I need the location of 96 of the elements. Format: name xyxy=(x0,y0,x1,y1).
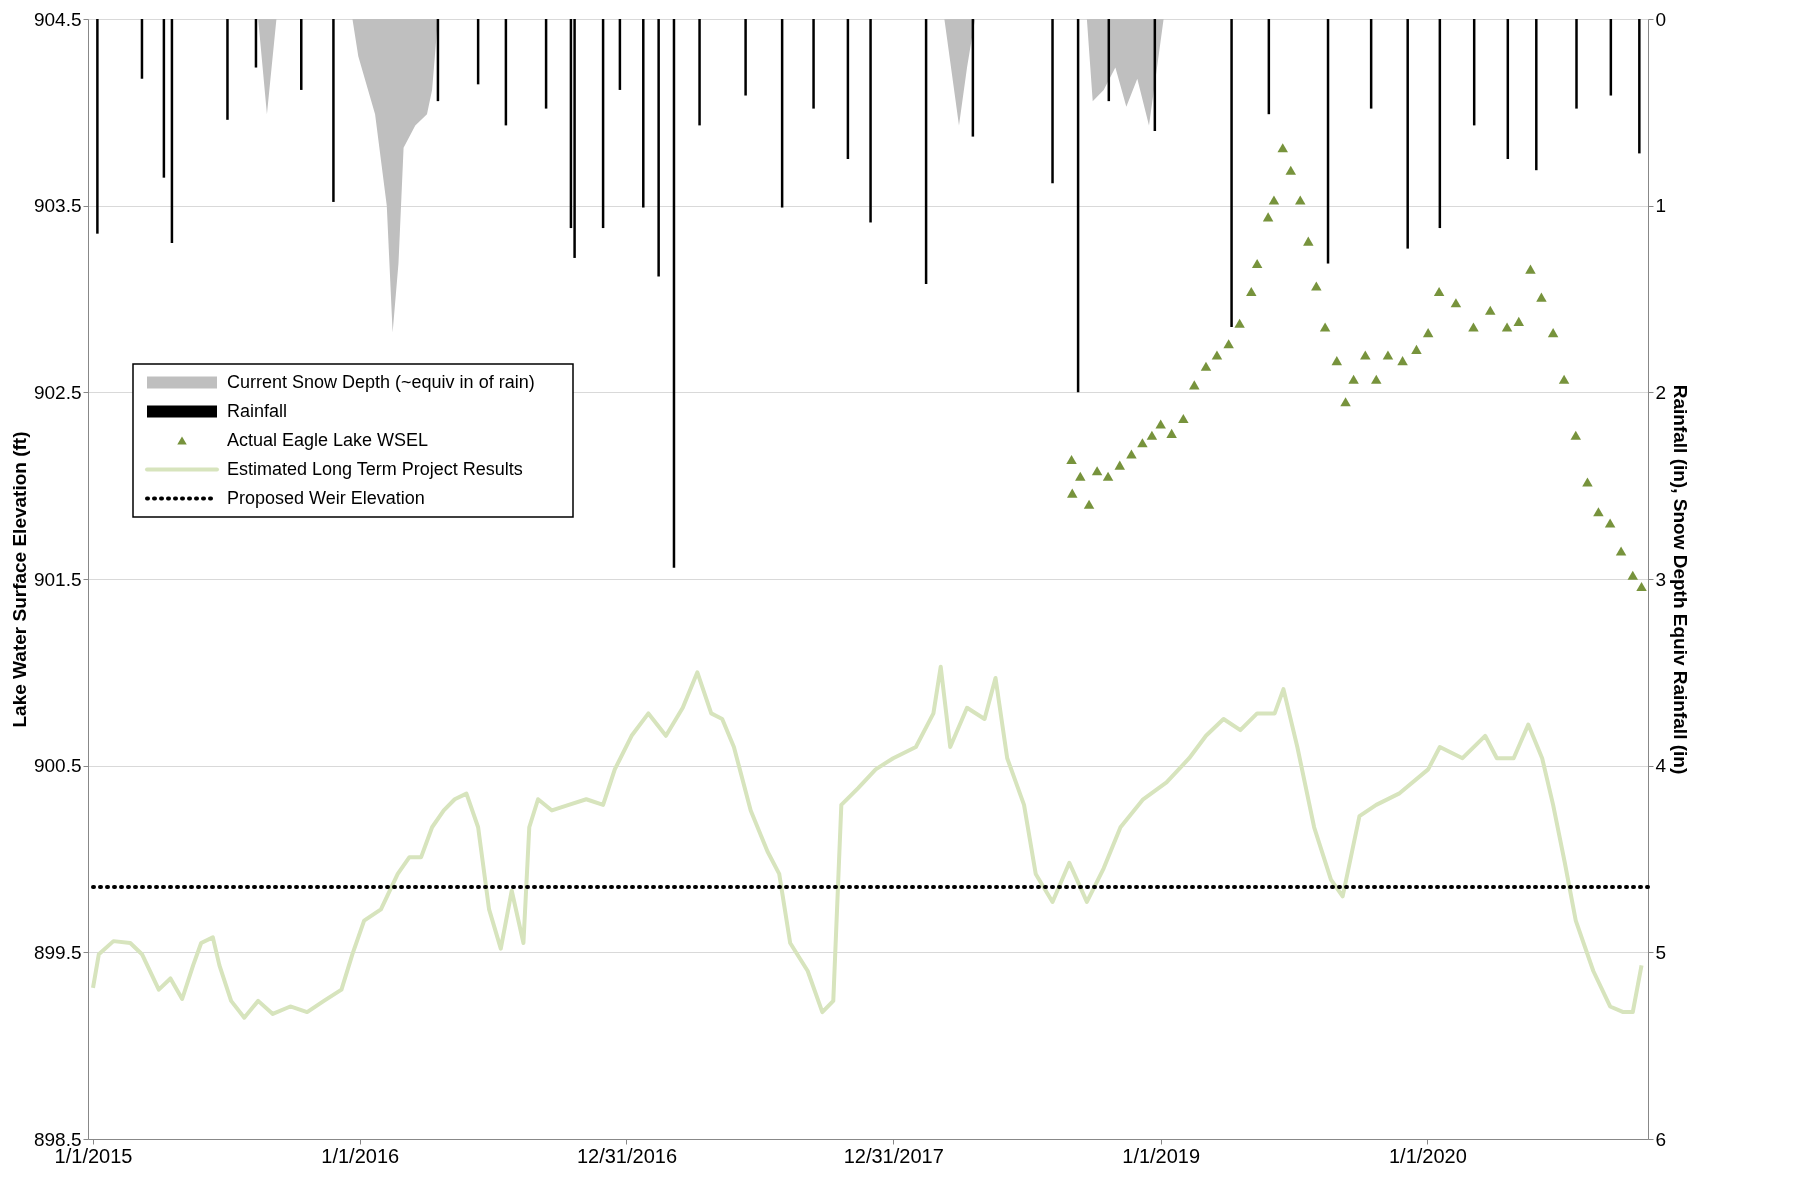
y-axis-title: Lake Water Surface Elevation (ft) xyxy=(8,431,30,728)
point xyxy=(1285,165,1296,175)
point xyxy=(1501,322,1513,332)
legend-label: Proposed Weir Elevation xyxy=(227,487,425,508)
point xyxy=(1102,471,1114,481)
point xyxy=(1371,374,1382,384)
bar xyxy=(332,19,335,202)
bar xyxy=(642,19,645,208)
point xyxy=(1422,328,1434,338)
bar xyxy=(1535,19,1538,171)
point xyxy=(1251,258,1263,269)
y2-tick-label: 5 xyxy=(1655,941,1667,963)
bar xyxy=(1575,19,1578,109)
point xyxy=(1268,195,1280,205)
point xyxy=(1262,212,1274,222)
x-tick-label: 1/1/2016 xyxy=(321,1144,400,1167)
y2-tick-label: 6 xyxy=(1655,1128,1667,1150)
bar xyxy=(812,19,815,109)
legend-label: Current Snow Depth (~equiv in of rain) xyxy=(227,371,535,392)
point xyxy=(1582,477,1593,487)
y2-tick-label: 1 xyxy=(1655,195,1667,217)
point xyxy=(1570,430,1582,440)
point xyxy=(1382,350,1394,360)
bar xyxy=(869,19,872,223)
point xyxy=(1627,570,1639,580)
point xyxy=(1615,546,1627,556)
point xyxy=(1558,374,1570,384)
point xyxy=(1295,195,1306,205)
point xyxy=(1513,316,1525,326)
point xyxy=(1277,143,1288,153)
point xyxy=(1126,449,1137,459)
y-tick-label: 904.5 xyxy=(33,8,82,30)
point xyxy=(1525,264,1536,274)
bar xyxy=(573,19,576,258)
bar xyxy=(96,19,99,234)
point xyxy=(1083,499,1095,509)
point xyxy=(1155,419,1166,429)
x-tick-label: 1/1/2019 xyxy=(1122,1144,1201,1167)
y2-tick-label: 3 xyxy=(1655,568,1667,590)
y-tick-label: 900.5 xyxy=(33,755,82,777)
bar xyxy=(698,19,701,126)
point xyxy=(1189,380,1200,390)
y-tick-label: 901.5 xyxy=(33,568,82,590)
point xyxy=(1360,350,1371,360)
point xyxy=(1178,413,1189,424)
point xyxy=(1091,466,1103,476)
point xyxy=(1166,428,1177,438)
point xyxy=(1200,361,1212,371)
x-tick-label: 1/1/2020 xyxy=(1388,1144,1467,1167)
point xyxy=(1433,286,1445,297)
point xyxy=(1246,286,1257,297)
point xyxy=(1066,454,1077,465)
bar xyxy=(657,19,660,277)
point xyxy=(1547,328,1559,338)
point xyxy=(1450,298,1462,308)
point xyxy=(1331,356,1343,366)
y-tick-label: 899.5 xyxy=(33,941,82,963)
bar xyxy=(1406,19,1409,249)
bar xyxy=(1638,19,1641,154)
point xyxy=(1536,292,1547,302)
line-series xyxy=(91,664,1644,1020)
point xyxy=(1468,322,1479,332)
bar xyxy=(300,19,303,90)
y2-tick-label: 2 xyxy=(1655,381,1667,403)
bar xyxy=(744,19,747,96)
x-tick-label: 12/31/2017 xyxy=(843,1144,944,1167)
point xyxy=(1137,438,1148,448)
y-tick-label: 903.5 xyxy=(33,195,82,217)
point xyxy=(1348,374,1359,384)
y2-tick-label: 0 xyxy=(1655,8,1667,30)
bar xyxy=(226,19,229,120)
point xyxy=(1067,488,1078,498)
legend-label: Rainfall xyxy=(227,400,288,421)
point xyxy=(1593,507,1604,517)
x-tick-label: 12/31/2016 xyxy=(576,1144,678,1167)
bar xyxy=(1051,19,1054,184)
bar xyxy=(1230,19,1233,327)
y2-axis-title: Rainfall (in), Snow Depth Equiv Rainfall (in) xyxy=(1670,384,1692,775)
point xyxy=(1223,339,1234,349)
point xyxy=(1114,460,1125,470)
point xyxy=(1303,236,1314,246)
y-tick-label: 902.5 xyxy=(33,381,82,403)
point xyxy=(1411,344,1422,354)
point xyxy=(1319,322,1331,332)
y2-tick-label: 4 xyxy=(1655,755,1667,777)
point xyxy=(1604,518,1616,528)
point xyxy=(1397,356,1408,366)
point xyxy=(1636,581,1647,592)
legend-label: Actual Eagle Lake WSEL xyxy=(227,429,429,450)
point xyxy=(1234,318,1245,328)
point xyxy=(1075,471,1086,481)
point xyxy=(1485,305,1496,315)
legend-label: Estimated Long Term Project Results xyxy=(227,458,523,479)
point xyxy=(1211,350,1223,360)
point xyxy=(1146,430,1158,440)
point xyxy=(1340,397,1351,407)
